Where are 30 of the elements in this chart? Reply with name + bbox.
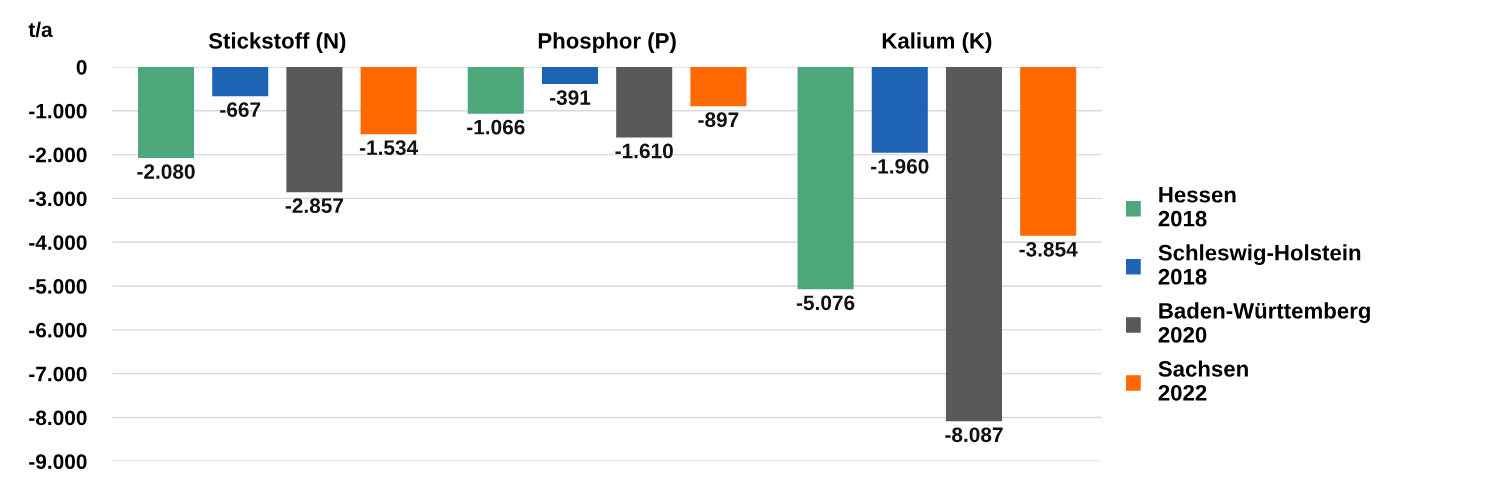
data-label: -1.066 — [467, 119, 525, 135]
y-tick-label: -9.000 — [29, 454, 87, 470]
data-label: -897 — [698, 112, 739, 128]
x-tick-label: Phosphor (P) — [538, 32, 676, 54]
data-label: -1.534 — [359, 140, 419, 156]
data-label: -1.610 — [615, 143, 673, 159]
y-tick-label: -1.000 — [29, 103, 87, 119]
x-tick-label: Kalium (K) — [882, 32, 992, 54]
y-tick-label: -3.000 — [29, 191, 87, 207]
data-label: -8.087 — [945, 427, 1003, 443]
legend-label: Hessen 2018 — [1158, 187, 1236, 227]
data-label: -2.080 — [137, 164, 195, 179]
y-tick-label: -6.000 — [29, 322, 87, 338]
y-tick-label: -5.000 — [29, 279, 87, 294]
legend-label: Schleswig-Holstein 2018 — [1158, 244, 1361, 285]
y-tick-label: -4.000 — [29, 235, 87, 250]
legend-label: Sachsen 2022 — [1158, 360, 1248, 401]
data-label: -2.857 — [285, 198, 344, 213]
y-tick-label: 0 — [76, 59, 87, 75]
y-tick-label: -2.000 — [29, 147, 87, 163]
data-label: -391 — [549, 90, 591, 105]
y-tick-label: -8.000 — [29, 410, 87, 426]
data-label: -667 — [220, 102, 261, 118]
y-tick-label: -7.000 — [29, 366, 87, 382]
data-label: -5.076 — [796, 295, 855, 311]
data-label: -1.960 — [871, 158, 929, 174]
data-label: -3.854 — [1019, 241, 1078, 257]
legend-label: Baden-Württemberg 2020 — [1158, 302, 1370, 343]
x-tick-label: Stickstoff (N) — [208, 32, 346, 54]
y-axis-title: t/a — [28, 21, 53, 38]
